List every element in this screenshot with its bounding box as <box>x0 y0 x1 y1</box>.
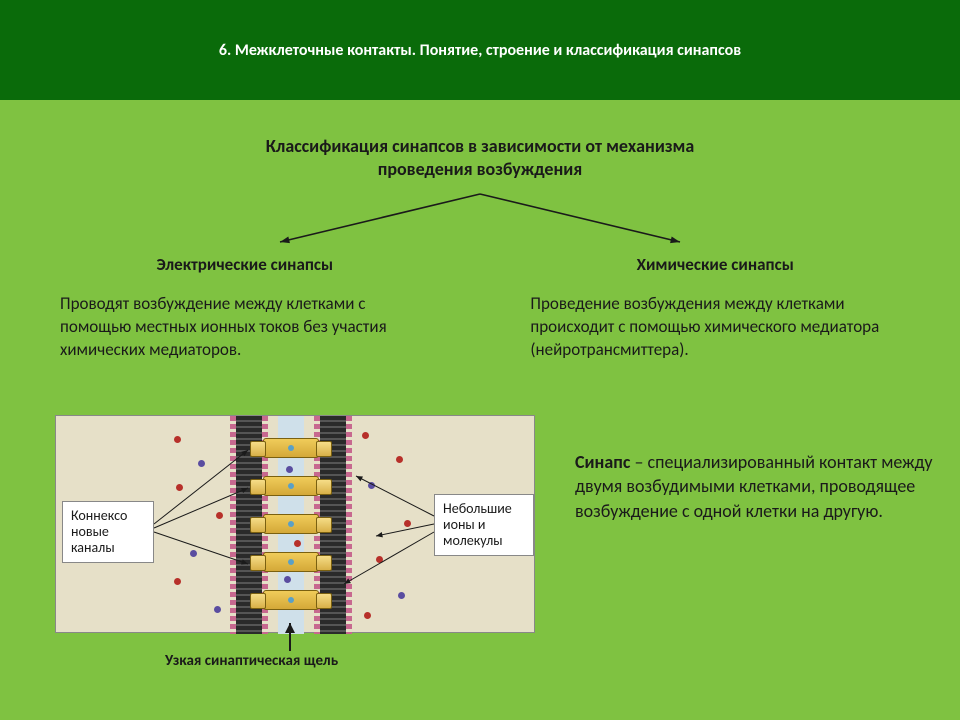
branch-arrows <box>250 190 710 248</box>
connexon <box>263 476 319 496</box>
lipid-heads <box>230 416 236 634</box>
ion-dot <box>174 436 181 443</box>
synapse-diagram: Коннексо новые каналы Небольшие ионы и м… <box>55 415 535 675</box>
class-title-line2: проведения возбуждения <box>378 158 583 180</box>
slide-header: 6. Межклеточные контакты. Понятие, строе… <box>0 0 960 100</box>
ion-dot <box>294 540 301 547</box>
diagram-frame: Коннексо новые каналы Небольшие ионы и м… <box>55 415 535 633</box>
ion-dot <box>286 466 293 473</box>
ion-dot <box>174 578 181 585</box>
classification-title: Классификация синапсов в зависимости от … <box>30 135 930 182</box>
connexon <box>263 514 319 534</box>
ion-dot <box>368 482 375 489</box>
ion-dot <box>404 520 411 527</box>
connexon <box>263 552 319 572</box>
branch-right-title: Химические синапсы <box>530 254 900 275</box>
label-narrow-gap: Узкая синаптическая щель <box>165 652 338 670</box>
branch-left: Электрические синапсы Проводят возбужден… <box>60 254 430 362</box>
ion-dot <box>362 432 369 439</box>
branch-left-desc: Проводят возбуждение между клетками с по… <box>60 293 430 362</box>
lipid-heads <box>346 416 352 634</box>
ion-dot <box>364 612 371 619</box>
definition-term: Синапс <box>575 451 630 473</box>
synapse-definition: Синапс – специализированный контакт межд… <box>565 450 935 523</box>
branches-row: Электрические синапсы Проводят возбужден… <box>30 254 930 362</box>
ion-dot <box>396 456 403 463</box>
label-connexon-channels: Коннексо новые каналы <box>62 501 154 563</box>
connexon <box>263 590 319 610</box>
connexon <box>263 438 319 458</box>
content-area: Классификация синапсов в зависимости от … <box>0 100 960 362</box>
branch-left-title: Электрические синапсы <box>60 254 430 275</box>
ion-dot <box>398 592 405 599</box>
slide-title: 6. Межклеточные контакты. Понятие, строе… <box>219 41 741 60</box>
ion-dot <box>376 556 383 563</box>
label-small-ions: Небольшие ионы и молекулы <box>434 494 534 556</box>
branch-right: Химические синапсы Проведение возбуждени… <box>530 254 900 362</box>
class-title-line1: Классификация синапсов в зависимости от … <box>266 135 695 157</box>
ion-dot <box>214 606 221 613</box>
ion-dot <box>190 550 197 557</box>
branch-right-desc: Проведение возбуждения между клетками пр… <box>530 293 900 362</box>
lower-row: Коннексо новые каналы Небольшие ионы и м… <box>0 415 960 675</box>
ion-dot <box>198 460 205 467</box>
ion-dot <box>284 576 291 583</box>
ion-dot <box>216 512 223 519</box>
ion-dot <box>176 484 183 491</box>
